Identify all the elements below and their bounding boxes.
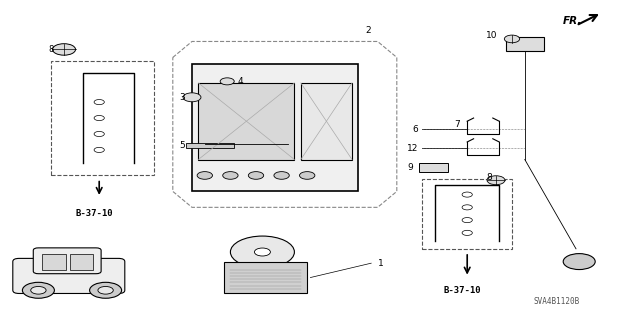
Bar	[224, 262, 307, 293]
Circle shape	[274, 172, 289, 179]
Circle shape	[98, 286, 113, 294]
Text: B-37-10: B-37-10	[76, 209, 113, 218]
Circle shape	[22, 282, 54, 298]
Circle shape	[197, 172, 212, 179]
Circle shape	[183, 93, 201, 102]
Circle shape	[223, 172, 238, 179]
Text: 12: 12	[406, 144, 418, 153]
Text: 1: 1	[378, 259, 383, 268]
Circle shape	[504, 35, 520, 43]
Text: 7: 7	[454, 120, 460, 129]
Circle shape	[52, 44, 76, 55]
Text: 4: 4	[237, 77, 243, 86]
Text: FR.: FR.	[563, 16, 582, 26]
Circle shape	[31, 286, 46, 294]
Text: 5: 5	[180, 141, 185, 150]
Circle shape	[487, 176, 505, 185]
Text: B-37-10: B-37-10	[444, 286, 481, 295]
Bar	[198, 83, 294, 160]
Circle shape	[248, 172, 264, 179]
Text: 8: 8	[49, 45, 54, 54]
Bar	[42, 254, 66, 270]
Text: 2: 2	[365, 26, 371, 35]
Ellipse shape	[230, 236, 294, 268]
Bar	[301, 83, 352, 160]
Bar	[419, 163, 448, 172]
Ellipse shape	[254, 248, 270, 256]
Text: 9: 9	[407, 163, 413, 172]
Text: 3: 3	[180, 93, 185, 102]
Bar	[51, 61, 154, 175]
Circle shape	[90, 282, 122, 298]
Circle shape	[220, 78, 234, 85]
Bar	[422, 179, 512, 249]
Text: 8: 8	[486, 173, 492, 182]
Circle shape	[300, 172, 315, 179]
Circle shape	[563, 254, 595, 270]
Text: 6: 6	[412, 125, 418, 134]
FancyBboxPatch shape	[13, 258, 125, 293]
FancyBboxPatch shape	[33, 248, 101, 274]
Bar	[186, 143, 234, 148]
Text: SVA4B1120B: SVA4B1120B	[534, 297, 580, 306]
Bar	[506, 37, 544, 51]
Text: 10: 10	[486, 31, 497, 40]
Bar	[70, 254, 93, 270]
Bar	[192, 64, 358, 191]
